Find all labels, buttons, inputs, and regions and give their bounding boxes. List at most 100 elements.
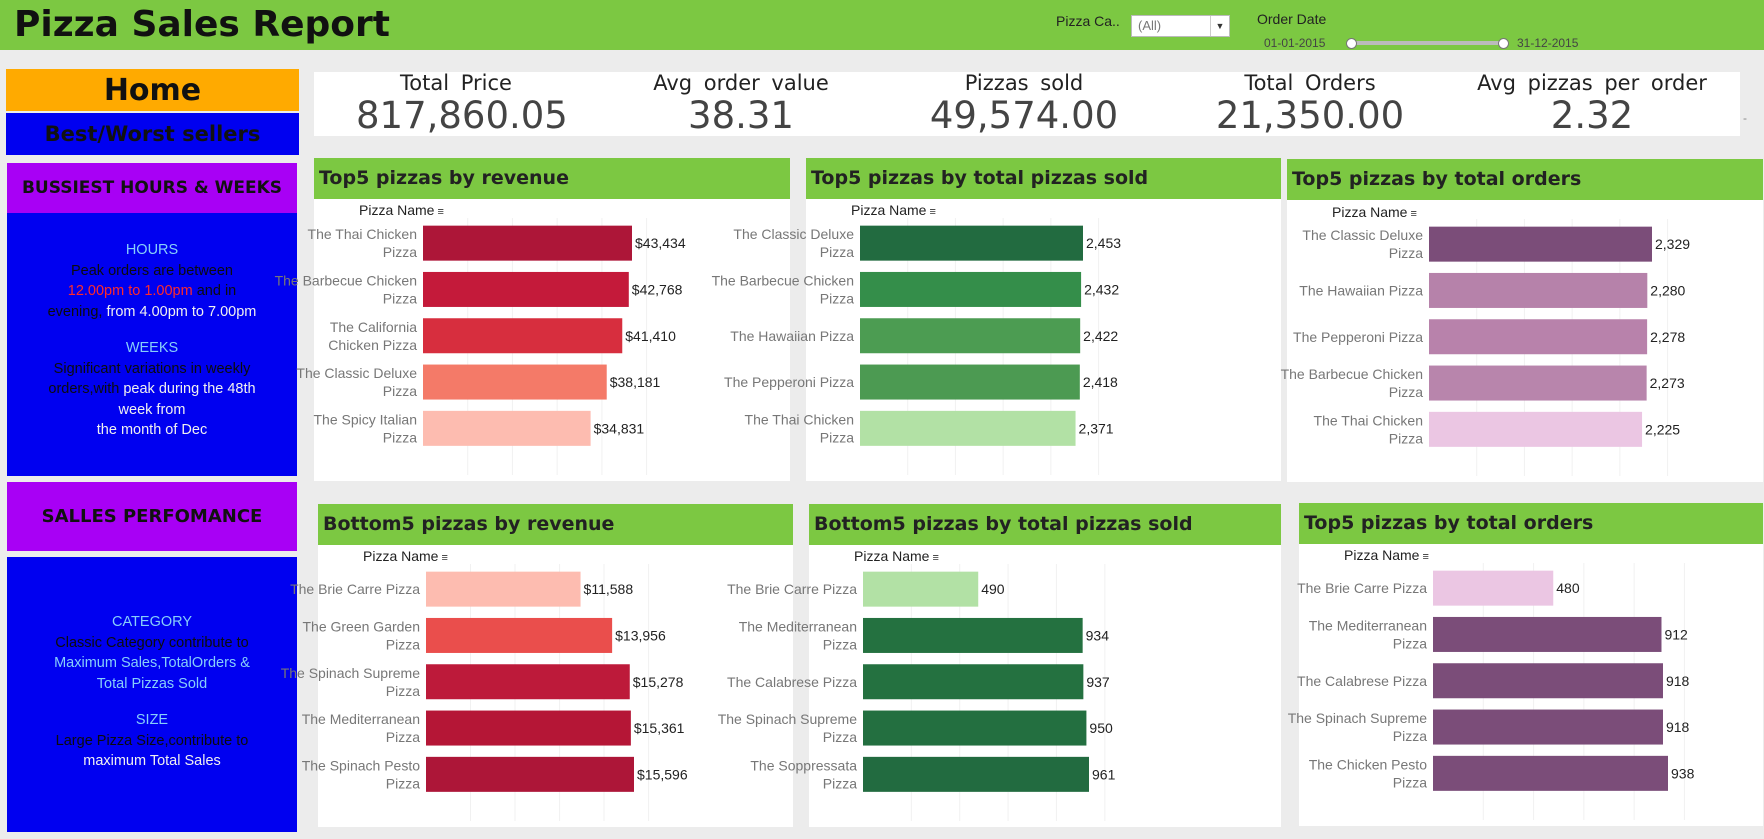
category-label: The Green Garden — [302, 618, 420, 634]
category-label: Pizza — [820, 290, 854, 306]
bar[interactable] — [426, 664, 630, 700]
bar[interactable] — [863, 710, 1087, 746]
bar[interactable] — [426, 710, 631, 746]
bar[interactable] — [1433, 616, 1662, 652]
bar[interactable] — [1429, 365, 1647, 401]
category-label: Pizza — [383, 244, 417, 260]
bar[interactable] — [1429, 226, 1652, 262]
bar[interactable] — [426, 571, 581, 607]
category-label: Pizza — [1393, 774, 1427, 790]
category-text-line3: Total Pizzas Sold — [96, 675, 208, 692]
category-label: The Calabrese Pizza — [1297, 673, 1427, 689]
pizza-category-filter-label: Pizza Ca.. — [1056, 13, 1120, 29]
date-end-handle[interactable] — [1498, 38, 1509, 49]
chart-title: Top5 pizzas by total orders — [1287, 159, 1763, 200]
bar[interactable] — [860, 225, 1083, 261]
bar-chart-plot: 480 The Brie Carre Pizza 912 The Mediterran… — [1288, 563, 1695, 820]
bar[interactable] — [423, 318, 623, 354]
category-label: The Barbecue Chicken — [1281, 366, 1423, 382]
kpi-more-button[interactable]: - — [1743, 111, 1747, 125]
kpi-total-orders: Total Orders 21,350.00 — [1210, 73, 1410, 137]
category-label: The Thai Chicken — [308, 226, 417, 242]
order-date-filter-label: Order Date — [1257, 11, 1327, 27]
sales-performance-insights: CATEGORY Classic Category contribute to … — [7, 557, 297, 832]
bar-value-label: $15,278 — [633, 674, 684, 690]
column-header-pizza-name[interactable]: Pizza Name ≡ — [359, 202, 444, 218]
bar[interactable] — [1433, 570, 1554, 606]
sort-icon[interactable]: ≡ — [1422, 551, 1429, 563]
bar[interactable] — [426, 756, 634, 792]
sales-performance-button[interactable]: SALLES PERFOMANCE — [7, 482, 297, 551]
sort-icon[interactable]: ≡ — [1410, 208, 1417, 220]
category-label: The Brie Carre Pizza — [290, 581, 420, 597]
sort-icon[interactable]: ≡ — [929, 206, 936, 218]
sort-icon[interactable]: ≡ — [932, 552, 939, 564]
bar-value-label: 2,418 — [1083, 374, 1118, 390]
bar-value-label: $15,361 — [634, 720, 685, 736]
category-label: The Spinach Pesto — [302, 757, 421, 773]
bar[interactable] — [423, 271, 629, 307]
bar-value-label: $42,768 — [632, 281, 683, 297]
category-label: The Hawaiian Pizza — [1299, 282, 1423, 298]
bar[interactable] — [1429, 272, 1648, 308]
bar[interactable] — [423, 225, 632, 261]
date-start: 01-01-2015 — [1264, 36, 1326, 50]
weeks-text-line1: Significant variations in weekly — [53, 360, 251, 377]
page-title: Pizza Sales Report — [14, 4, 390, 45]
column-header-pizza-name[interactable]: Pizza Name ≡ — [1332, 204, 1417, 220]
category-label: Pizza — [1393, 635, 1427, 651]
pizza-category-dropdown[interactable]: (All) ▼ — [1131, 15, 1230, 37]
bar[interactable] — [860, 364, 1080, 400]
bar-value-label: 480 — [1556, 580, 1580, 596]
bar[interactable] — [863, 664, 1084, 700]
category-label: The Classic Deluxe — [296, 365, 417, 381]
bar-value-label: $15,596 — [637, 766, 688, 782]
kpi-value: 2.32 — [1550, 94, 1634, 137]
bar[interactable] — [423, 364, 607, 400]
bar[interactable] — [1429, 319, 1648, 355]
date-range-slider[interactable] — [1349, 41, 1504, 45]
column-header-pizza-name[interactable]: Pizza Name ≡ — [1344, 547, 1429, 563]
busiest-hours-weeks-button[interactable]: BUSSIEST HOURS & WEEKS — [7, 163, 297, 213]
bar-value-label: 912 — [1664, 626, 1688, 642]
category-label: Pizza — [823, 729, 857, 745]
home-button[interactable]: Home — [6, 69, 299, 111]
category-label: The Brie Carre Pizza — [1297, 580, 1427, 596]
pizza-category-value: (All) — [1138, 18, 1162, 33]
column-header-pizza-name[interactable]: Pizza Name ≡ — [363, 548, 448, 564]
bar[interactable] — [1433, 709, 1663, 745]
date-start-handle[interactable] — [1346, 38, 1357, 49]
category-label: The Chicken Pesto — [1309, 756, 1427, 772]
bar[interactable] — [860, 318, 1081, 354]
category-label: The Brie Carre Pizza — [727, 581, 857, 597]
chevron-down-icon[interactable]: ▼ — [1210, 16, 1229, 36]
bar[interactable] — [1433, 755, 1668, 791]
column-header-pizza-name[interactable]: Pizza Name ≡ — [851, 202, 936, 218]
sort-icon[interactable]: ≡ — [437, 206, 444, 218]
category-label: Chicken Pizza — [328, 337, 417, 353]
sort-icon[interactable]: ≡ — [441, 552, 448, 564]
column-header-pizza-name[interactable]: Pizza Name ≡ — [854, 548, 939, 564]
category-label: The Barbecue Chicken — [712, 272, 854, 288]
hours-heading: HOURS — [125, 242, 179, 258]
bar-value-label: 937 — [1086, 674, 1110, 690]
kpi-value: 817,860.05 — [356, 94, 568, 137]
bar-value-label: 490 — [981, 581, 1005, 597]
bar[interactable] — [1433, 663, 1663, 699]
bar[interactable] — [863, 571, 979, 607]
bar[interactable] — [426, 617, 613, 653]
bar-value-label: 938 — [1671, 765, 1695, 781]
size-heading: SIZE — [135, 712, 169, 728]
bar[interactable] — [863, 617, 1083, 653]
best-worst-sellers-button[interactable]: Best/Worst sellers — [6, 113, 299, 155]
bar[interactable] — [423, 410, 591, 446]
bar-value-label: $34,831 — [594, 420, 645, 436]
bar[interactable] — [860, 271, 1082, 307]
bar[interactable] — [1429, 411, 1643, 447]
category-label: Pizza — [820, 429, 854, 445]
bar[interactable] — [863, 756, 1089, 792]
category-label: The Spinach Supreme — [718, 711, 858, 727]
bar-chart-plot: $43,434 The Thai Chicken Pizza $42,768 The B… — [275, 218, 686, 475]
bar[interactable] — [860, 410, 1076, 446]
kpi-label: Total Price — [400, 71, 512, 95]
